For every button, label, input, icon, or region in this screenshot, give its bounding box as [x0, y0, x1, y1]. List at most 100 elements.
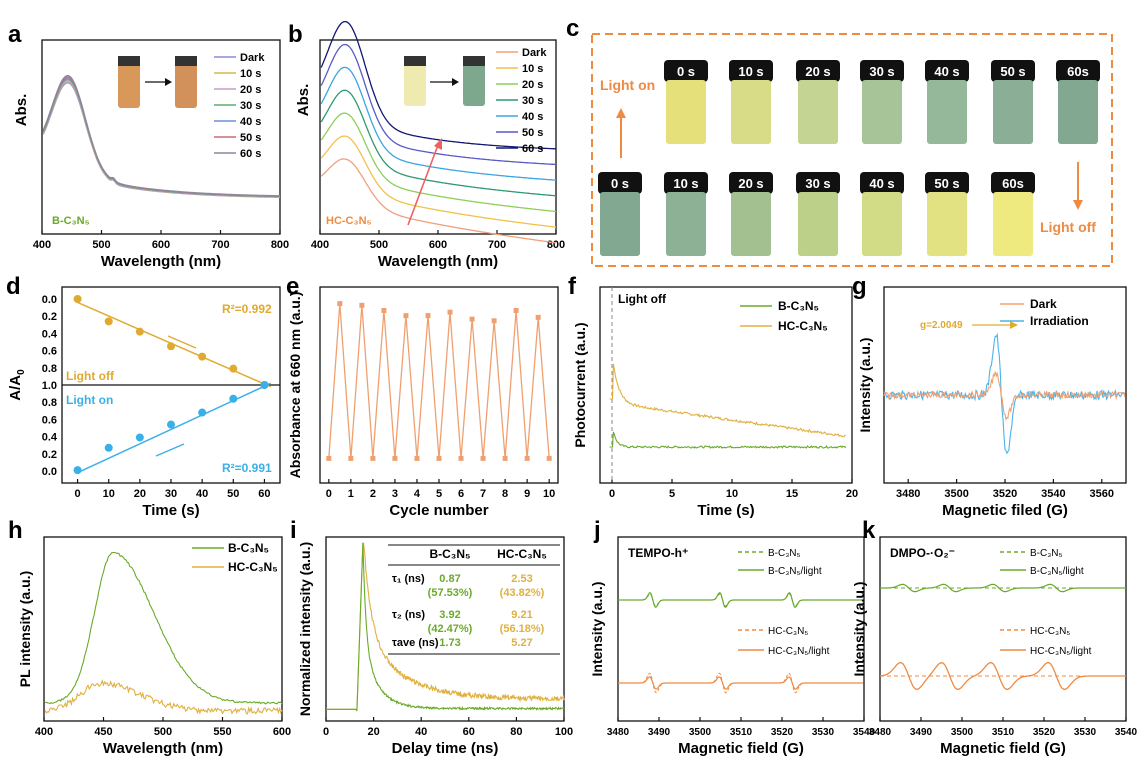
vial-time-label: 20 s	[738, 176, 763, 191]
vial-cap	[729, 172, 773, 194]
vial-photo	[1058, 80, 1098, 144]
x-tick-label: 10	[543, 488, 555, 500]
y-tick-label: 1.0	[42, 380, 57, 392]
legend-label: 30 s	[522, 95, 543, 107]
r2-label: R²=0.991	[222, 461, 272, 475]
x-tick-label: 500	[154, 726, 172, 738]
data-point	[546, 455, 552, 461]
x-tick-label: 500	[92, 239, 110, 251]
series-line	[320, 135, 557, 228]
table-cell: (43.82%)	[500, 587, 545, 599]
b-photocurrent-line	[609, 431, 847, 449]
vial-time-label: 0 s	[677, 64, 695, 79]
photo-frame	[591, 33, 1113, 267]
x-axis-label: Wavelength (nm)	[101, 253, 221, 270]
up-arrow-head	[616, 108, 626, 118]
x-tick-label: 10	[726, 488, 738, 500]
panel-letter: f	[568, 273, 577, 300]
vial-cap	[796, 60, 840, 82]
x-tick-label: 40	[196, 488, 208, 500]
panel-k-axes	[879, 536, 1127, 722]
x-tick-label: 3530	[812, 727, 835, 738]
data-point	[135, 327, 144, 336]
hc-photocurrent-line	[609, 363, 846, 438]
data-point	[370, 455, 376, 461]
x-tick-label: 400	[35, 726, 53, 738]
vial-cap	[598, 172, 642, 194]
data-point	[480, 455, 486, 461]
series-line	[320, 112, 557, 213]
panel-title: TEMPO-h⁺	[628, 546, 688, 560]
legend-label: HC-C₃N₅/light	[768, 646, 830, 657]
vial-photo	[666, 80, 706, 144]
table-cell: (57.53%)	[428, 587, 473, 599]
x-tick-label: 3530	[1074, 727, 1097, 738]
data-point	[469, 316, 475, 322]
vial-photo	[927, 80, 967, 144]
legend-label: Irradiation	[1030, 314, 1089, 328]
x-tick-label: 0	[75, 488, 81, 500]
series-label: Light on	[66, 393, 113, 407]
x-tick-label: 3480	[896, 488, 920, 500]
arrow-head	[452, 78, 459, 86]
x-tick-label: 3500	[689, 727, 712, 738]
vial-time-label: 20 s	[805, 64, 830, 79]
light-off-label: Light off	[1040, 219, 1096, 235]
vial-cap	[991, 172, 1035, 194]
data-point	[535, 314, 541, 320]
table-cell: 5.27	[511, 637, 532, 649]
legend-label: HC-C₃N₅/light	[1030, 646, 1092, 657]
series-line	[320, 20, 556, 150]
x-tick-label: 50	[227, 488, 239, 500]
vial-time-label: 50 s	[934, 176, 959, 191]
hc-pl-line	[44, 678, 283, 715]
x-tick-label: 600	[429, 239, 447, 251]
table-header: B-C₃N₅	[429, 547, 470, 561]
vial-cap	[664, 60, 708, 82]
vial-photo	[993, 192, 1033, 256]
x-tick-label: 3510	[730, 727, 753, 738]
data-point	[104, 443, 113, 452]
x-tick-label: 3540	[853, 727, 876, 738]
x-tick-label: 2	[370, 488, 376, 500]
vial-cap	[991, 60, 1035, 82]
down-arrow-head	[1073, 200, 1083, 210]
y-axis-label: Intensity (a.u.)	[851, 582, 867, 677]
y-tick-label: 0.2	[42, 311, 57, 323]
vial-cap	[860, 172, 904, 194]
g-factor-label: g=2.0049	[920, 320, 963, 331]
y-axis-label: Intensity (a.u.)	[589, 582, 605, 677]
vial-time-label: 0 s	[611, 176, 629, 191]
x-tick-label: 3480	[607, 727, 630, 738]
x-tick-label: 500	[370, 239, 388, 251]
r2-label: R²=0.992	[222, 302, 272, 316]
data-point	[198, 408, 207, 417]
y-axis-label: Abs.	[13, 94, 30, 127]
vial-photo	[862, 80, 902, 144]
data-point	[73, 295, 82, 303]
x-tick-label: 3500	[951, 727, 974, 738]
legend-label: 60 s	[240, 148, 261, 160]
vial-before	[118, 56, 140, 108]
y-axis-label: Intensity (a.u.)	[857, 338, 873, 433]
b-decay-line	[326, 542, 565, 712]
data-point	[524, 455, 530, 461]
data-point	[167, 420, 175, 429]
x-tick-label: 3510	[992, 727, 1015, 738]
legend-label: 20 s	[240, 84, 261, 96]
series-line	[320, 158, 557, 244]
vial-time-label: 60s	[1002, 176, 1024, 191]
legend-label: HC-C₃N₅	[228, 560, 278, 574]
legend-label: 40 s	[240, 116, 261, 128]
vial-time-label: 50 s	[1000, 64, 1025, 79]
data-point	[260, 381, 269, 389]
data-point	[513, 307, 519, 313]
x-tick-label: 800	[547, 239, 565, 251]
x-axis-label: Wavelength (nm)	[103, 740, 223, 757]
panel-b-axes	[319, 39, 557, 235]
data-point	[167, 342, 175, 351]
cycle-line	[328, 303, 550, 459]
b-light-trace	[880, 583, 1126, 593]
vial-time-label: 10 s	[673, 176, 698, 191]
panel-f-axes	[599, 286, 853, 484]
